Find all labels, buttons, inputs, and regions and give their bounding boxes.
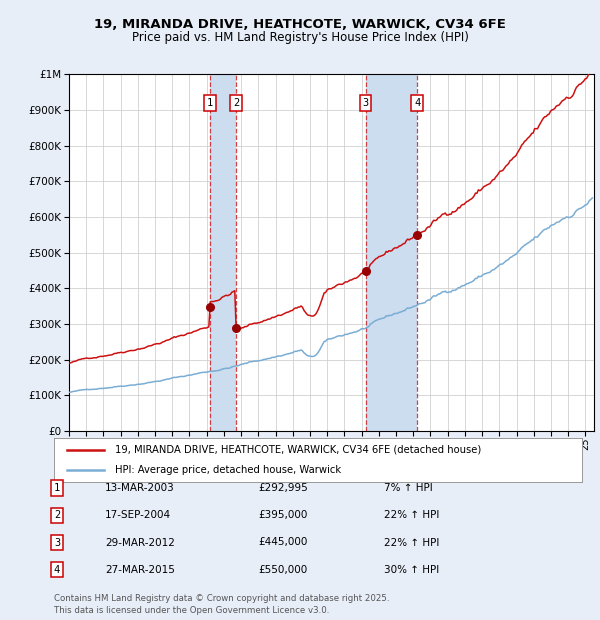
Text: £550,000: £550,000 bbox=[258, 565, 307, 575]
Text: 7% ↑ HPI: 7% ↑ HPI bbox=[384, 483, 433, 493]
Text: 22% ↑ HPI: 22% ↑ HPI bbox=[384, 538, 439, 547]
Text: 2: 2 bbox=[54, 510, 60, 520]
Text: 17-SEP-2004: 17-SEP-2004 bbox=[105, 510, 171, 520]
Text: 29-MAR-2012: 29-MAR-2012 bbox=[105, 538, 175, 547]
Text: 2: 2 bbox=[233, 98, 239, 108]
Text: 22% ↑ HPI: 22% ↑ HPI bbox=[384, 510, 439, 520]
Text: 4: 4 bbox=[54, 565, 60, 575]
Text: Price paid vs. HM Land Registry's House Price Index (HPI): Price paid vs. HM Land Registry's House … bbox=[131, 31, 469, 43]
Text: 3: 3 bbox=[362, 98, 369, 108]
Text: 4: 4 bbox=[414, 98, 421, 108]
Text: 19, MIRANDA DRIVE, HEATHCOTE, WARWICK, CV34 6FE (detached house): 19, MIRANDA DRIVE, HEATHCOTE, WARWICK, C… bbox=[115, 445, 481, 455]
Bar bbox=[210, 74, 236, 431]
Bar bbox=[366, 74, 417, 431]
Text: 27-MAR-2015: 27-MAR-2015 bbox=[105, 565, 175, 575]
Text: HPI: Average price, detached house, Warwick: HPI: Average price, detached house, Warw… bbox=[115, 465, 341, 476]
Text: £395,000: £395,000 bbox=[258, 510, 307, 520]
Text: 1: 1 bbox=[207, 98, 213, 108]
Text: 3: 3 bbox=[54, 538, 60, 547]
Text: Contains HM Land Registry data © Crown copyright and database right 2025.
This d: Contains HM Land Registry data © Crown c… bbox=[54, 593, 389, 615]
Text: 19, MIRANDA DRIVE, HEATHCOTE, WARWICK, CV34 6FE: 19, MIRANDA DRIVE, HEATHCOTE, WARWICK, C… bbox=[94, 19, 506, 31]
Text: 30% ↑ HPI: 30% ↑ HPI bbox=[384, 565, 439, 575]
Text: 13-MAR-2003: 13-MAR-2003 bbox=[105, 483, 175, 493]
Text: £292,995: £292,995 bbox=[258, 483, 308, 493]
Text: £445,000: £445,000 bbox=[258, 538, 307, 547]
Text: 1: 1 bbox=[54, 483, 60, 493]
